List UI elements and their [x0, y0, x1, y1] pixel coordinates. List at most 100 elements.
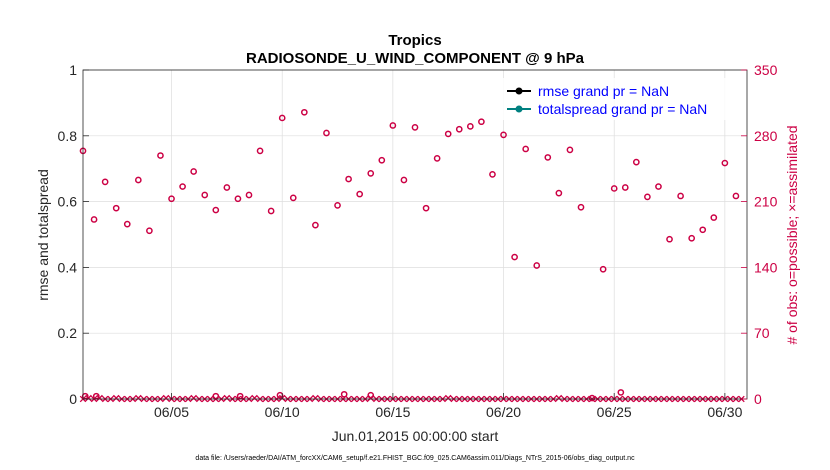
footer-data-file: data file: /Users/raeder/DAI/ATM_forcXX/… [195, 455, 635, 462]
data-point-possible [389, 122, 397, 129]
data-point-possible [146, 227, 153, 235]
x-axis: 06/05 06/10 06/15 06/20 06/25 06/30 [154, 393, 743, 420]
data-point-possible [90, 216, 98, 223]
data-point-possible [577, 203, 585, 211]
data-point-possible [367, 391, 375, 399]
data-point-possible [101, 178, 109, 186]
data-point-possible [356, 190, 364, 198]
data-point-possible [112, 204, 120, 212]
data-point-possible [544, 154, 552, 161]
data-point-possible [688, 234, 696, 242]
data-point-possible [478, 118, 485, 126]
data-point-possible [278, 114, 286, 122]
data-point-possible [223, 184, 231, 191]
x-tick-label: 06/05 [154, 404, 189, 420]
y-axis-right-label: # of obs: o=possible; ×=assimilated [784, 125, 800, 344]
y-left-tick-label: 0.6 [58, 194, 78, 210]
data-point-possible [267, 207, 275, 215]
chart-title: Tropics [388, 32, 441, 49]
data-point-possible [732, 192, 740, 200]
data-point-possible [588, 394, 596, 402]
data-point-assimilated [444, 394, 452, 402]
data-point-possible [566, 146, 574, 154]
data-point-possible [300, 108, 308, 116]
data-point-possible [666, 235, 673, 243]
data-point-assimilated [135, 394, 142, 402]
x-tick-label: 06/30 [707, 404, 742, 420]
data-point-possible [533, 262, 541, 269]
data-point-assimilated [555, 394, 563, 402]
x-tick-label: 06/20 [486, 404, 521, 420]
data-point-possible [367, 170, 375, 177]
data-point-possible [378, 156, 386, 164]
data-point-assimilated [190, 394, 197, 402]
data-point-possible [312, 221, 319, 229]
y-right-tick-label: 350 [754, 62, 778, 78]
data-point-possible [289, 194, 297, 202]
y-right-tick-label: 140 [754, 259, 778, 275]
data-point-possible [340, 390, 348, 398]
data-point-possible [323, 129, 330, 137]
y-left-tick-label: 0 [69, 391, 77, 407]
legend-marker-totalspread [515, 105, 523, 113]
data-point-assimilated [162, 394, 170, 402]
plot-frame [82, 69, 748, 400]
y-axis-left-label: rmse and totalspread [35, 169, 51, 301]
data-point-possible [245, 191, 253, 199]
data-point-possible [555, 189, 563, 197]
legend: rmse grand pr = NaN totalspread grand pr… [502, 78, 744, 120]
y-right-tick-label: 210 [754, 194, 778, 210]
data-point-possible [500, 131, 507, 139]
data-point-possible [610, 185, 618, 192]
data-point-possible [179, 183, 186, 190]
data-point-possible [422, 204, 430, 212]
y-left-tick-label: 0.4 [58, 259, 78, 275]
data-point-possible [466, 123, 474, 130]
data-point-possible [621, 184, 629, 191]
data-point-possible [190, 168, 198, 175]
data-point-possible [655, 183, 662, 190]
data-point-possible [721, 159, 729, 167]
y-right-tick-label: 70 [754, 325, 770, 341]
data-point-possible [644, 193, 651, 201]
data-point-possible [599, 265, 607, 273]
data-point-possible [234, 195, 242, 203]
legend-marker-rmse [515, 87, 523, 95]
data-point-possible [345, 175, 352, 183]
y-left-tick-label: 0.8 [58, 128, 78, 144]
y-left-tick-label: 1 [69, 62, 77, 78]
data-point-possible [212, 206, 220, 214]
data-point-assimilated [223, 394, 231, 402]
x-tick-label: 06/25 [597, 404, 632, 420]
data-point-possible [617, 389, 625, 396]
data-point-possible [168, 195, 175, 203]
data-point-assimilated [85, 394, 92, 402]
legend-label-totalspread: totalspread grand pr = NaN [538, 101, 707, 117]
data-point-possible [433, 155, 441, 162]
series-possible [79, 108, 740, 402]
y-left-tick-label: 0.2 [58, 325, 78, 341]
legend-label-rmse: rmse grand pr = NaN [538, 83, 669, 99]
y-axis-right: 0 70 140 210 280 350 [741, 62, 778, 407]
data-point-possible [256, 147, 264, 155]
data-point-possible [522, 145, 530, 153]
data-point-possible [511, 253, 518, 261]
data-point-possible [632, 158, 640, 166]
y-right-tick-label: 280 [754, 128, 778, 144]
data-point-possible [157, 152, 164, 159]
data-point-assimilated [251, 394, 258, 402]
data-point-possible [710, 214, 718, 221]
legend-box [502, 78, 744, 120]
data-point-possible [400, 176, 408, 184]
data-point-assimilated [312, 394, 319, 402]
data-point-possible [201, 191, 209, 199]
data-point-assimilated [112, 394, 120, 402]
data-point-possible [411, 123, 419, 131]
data-point-assimilated [96, 394, 103, 402]
data-point-possible [455, 125, 463, 133]
y-axis-left: 0 0.2 0.4 0.6 0.8 1 [58, 62, 89, 407]
y-right-tick-label: 0 [754, 391, 762, 407]
data-point-possible [699, 226, 707, 234]
x-tick-label: 06/10 [265, 404, 300, 420]
